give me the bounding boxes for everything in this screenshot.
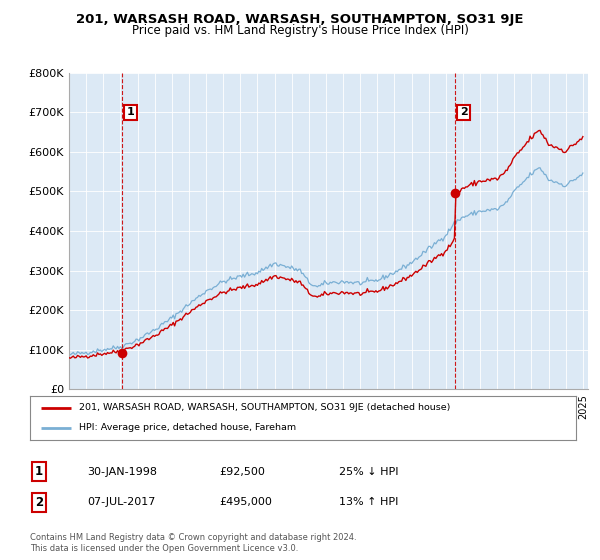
Text: 201, WARSASH ROAD, WARSASH, SOUTHAMPTON, SO31 9JE: 201, WARSASH ROAD, WARSASH, SOUTHAMPTON,…: [76, 13, 524, 26]
Text: 1: 1: [35, 465, 43, 478]
Text: 2: 2: [35, 496, 43, 509]
Text: HPI: Average price, detached house, Fareham: HPI: Average price, detached house, Fare…: [79, 423, 296, 432]
Text: 1: 1: [127, 108, 134, 118]
Text: 30-JAN-1998: 30-JAN-1998: [87, 466, 157, 477]
Text: 13% ↑ HPI: 13% ↑ HPI: [339, 497, 398, 507]
Text: £495,000: £495,000: [219, 497, 272, 507]
Text: 201, WARSASH ROAD, WARSASH, SOUTHAMPTON, SO31 9JE (detached house): 201, WARSASH ROAD, WARSASH, SOUTHAMPTON,…: [79, 403, 451, 412]
Text: 25% ↓ HPI: 25% ↓ HPI: [339, 466, 398, 477]
Text: 07-JUL-2017: 07-JUL-2017: [87, 497, 155, 507]
Text: £92,500: £92,500: [219, 466, 265, 477]
Text: Contains HM Land Registry data © Crown copyright and database right 2024.
This d: Contains HM Land Registry data © Crown c…: [30, 533, 356, 553]
Text: 2: 2: [460, 108, 467, 118]
Text: Price paid vs. HM Land Registry's House Price Index (HPI): Price paid vs. HM Land Registry's House …: [131, 24, 469, 37]
